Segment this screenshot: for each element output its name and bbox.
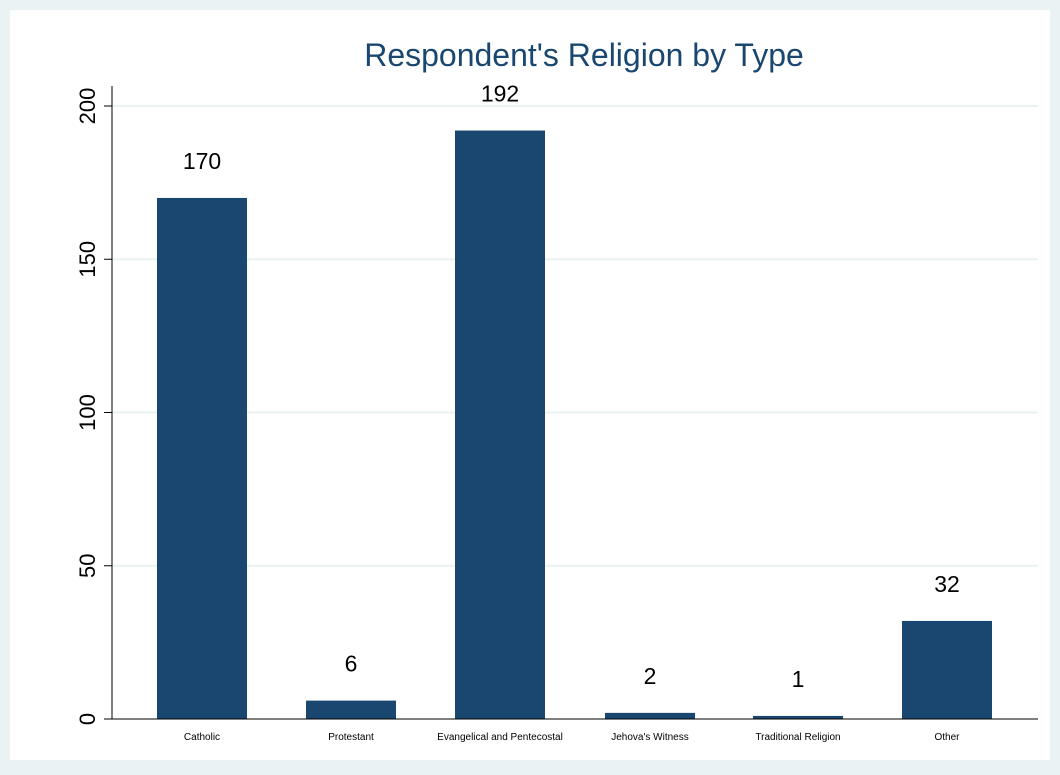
data-label: 1 [792, 666, 805, 692]
x-tick-label: Protestant [328, 732, 374, 743]
x-tick-label: Jehova's Witness [611, 732, 689, 743]
bar-protestant [306, 700, 396, 719]
bar-layer: 170 6 192 2 1 32 [157, 81, 992, 719]
data-label: 32 [934, 571, 960, 597]
y-tick-label: 150 [75, 241, 100, 278]
y-tick-label: 100 [75, 394, 100, 431]
grid-layer [112, 86, 1038, 719]
data-label: 170 [183, 148, 221, 174]
y-tick-label: 200 [75, 88, 100, 125]
x-tick-label: Traditional Religion [755, 732, 840, 743]
bar-catholic [157, 197, 247, 719]
data-label: 2 [644, 663, 657, 689]
bar-traditional-religion [753, 715, 843, 719]
x-tick-label: Catholic [184, 732, 220, 743]
chart-title: Respondent's Religion by Type [364, 37, 804, 73]
axis-layer: Catholic Protestant Evangelical and Pentec… [75, 86, 1038, 743]
data-label: 192 [481, 81, 519, 107]
x-tick-label: Evangelical and Pentecostal [437, 732, 563, 743]
y-tick-label: 0 [75, 713, 100, 725]
data-label: 6 [345, 651, 358, 677]
bar-jehova-s-witness [605, 712, 695, 719]
bar-other [902, 620, 992, 719]
x-tick-label: Other [934, 732, 960, 743]
bar-evangelical-and-pentecostal [455, 130, 545, 719]
y-tick-label: 50 [75, 554, 100, 578]
plot-area [112, 86, 1038, 719]
